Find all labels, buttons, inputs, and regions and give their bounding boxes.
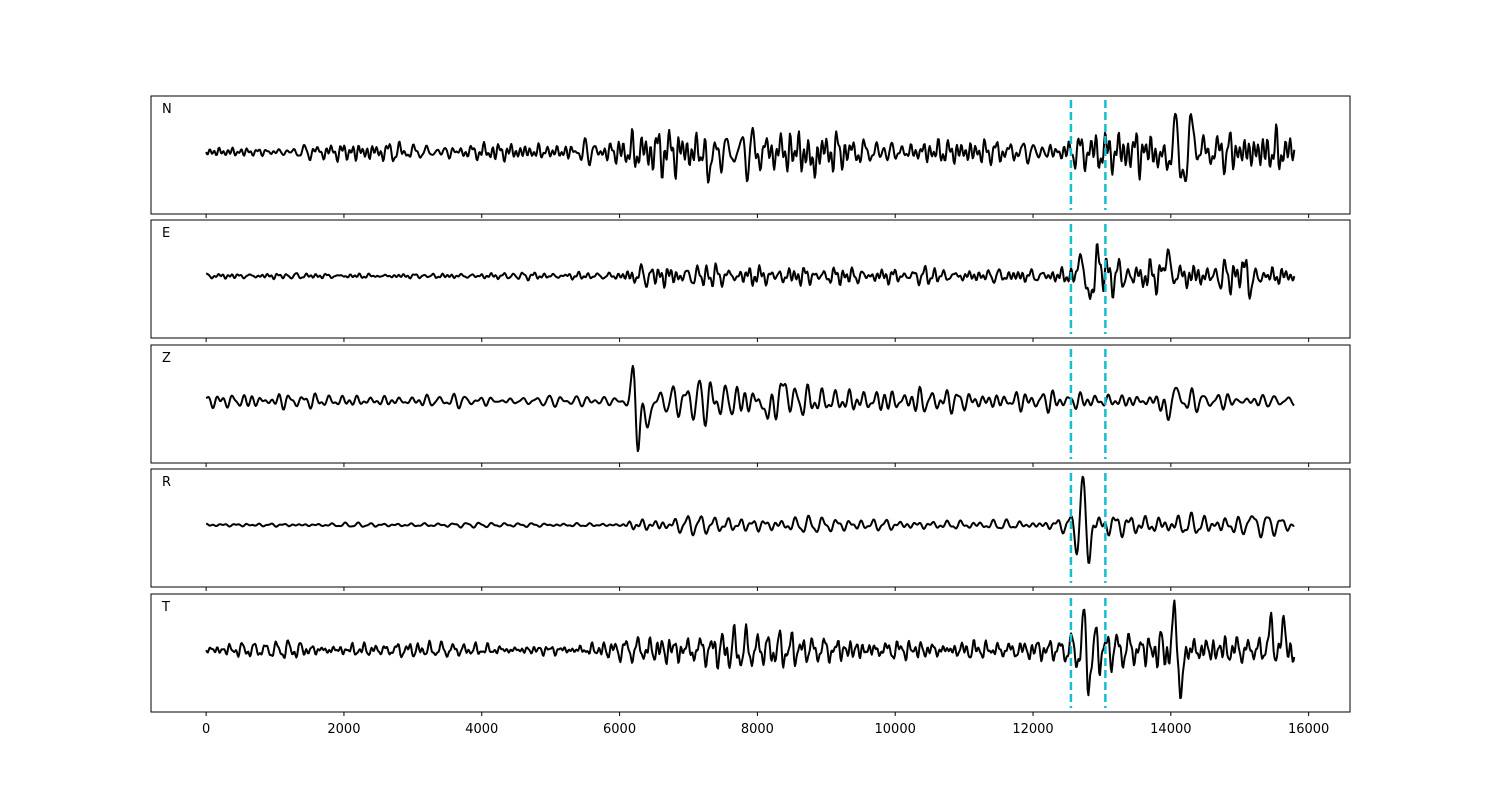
x-tick-label: 10000 [875,722,916,737]
trace-panel-z: Z [150,344,1351,467]
x-tick-label: 4000 [465,722,498,737]
x-tick-label: 6000 [603,722,636,737]
panel-frame [150,468,1351,588]
trace-panel-r: R [150,468,1351,591]
panel-frame [150,344,1351,464]
trace-panel-t: T [150,593,1351,716]
waveform-line [205,112,1296,184]
waveform-line [205,243,1296,300]
x-tick-label: 16000 [1288,722,1329,737]
channel-label: N [162,102,172,117]
x-tick-label: 14000 [1150,722,1191,737]
panel-group: N E Z R T [150,95,1351,716]
waveform-line [205,475,1295,564]
x-tick-label: 2000 [327,722,360,737]
panel-frame [150,95,1351,215]
x-tick-label: 0 [202,722,210,737]
channel-label: T [161,600,170,615]
panel-frame [150,593,1351,713]
channel-label: R [162,475,171,490]
channel-label: E [162,226,170,241]
panel-frame [150,219,1351,339]
trace-panel-n: N [150,95,1351,218]
x-axis: 0 2000 4000 6000 8000 10000 12000 14000 16000 [202,722,1329,737]
x-tick-label: 12000 [1012,722,1053,737]
channel-label: Z [162,351,171,366]
trace-panel-e: E [150,219,1351,342]
waveform-line [205,364,1295,453]
x-tick-label: 8000 [741,722,774,737]
waveform-line [205,599,1296,700]
